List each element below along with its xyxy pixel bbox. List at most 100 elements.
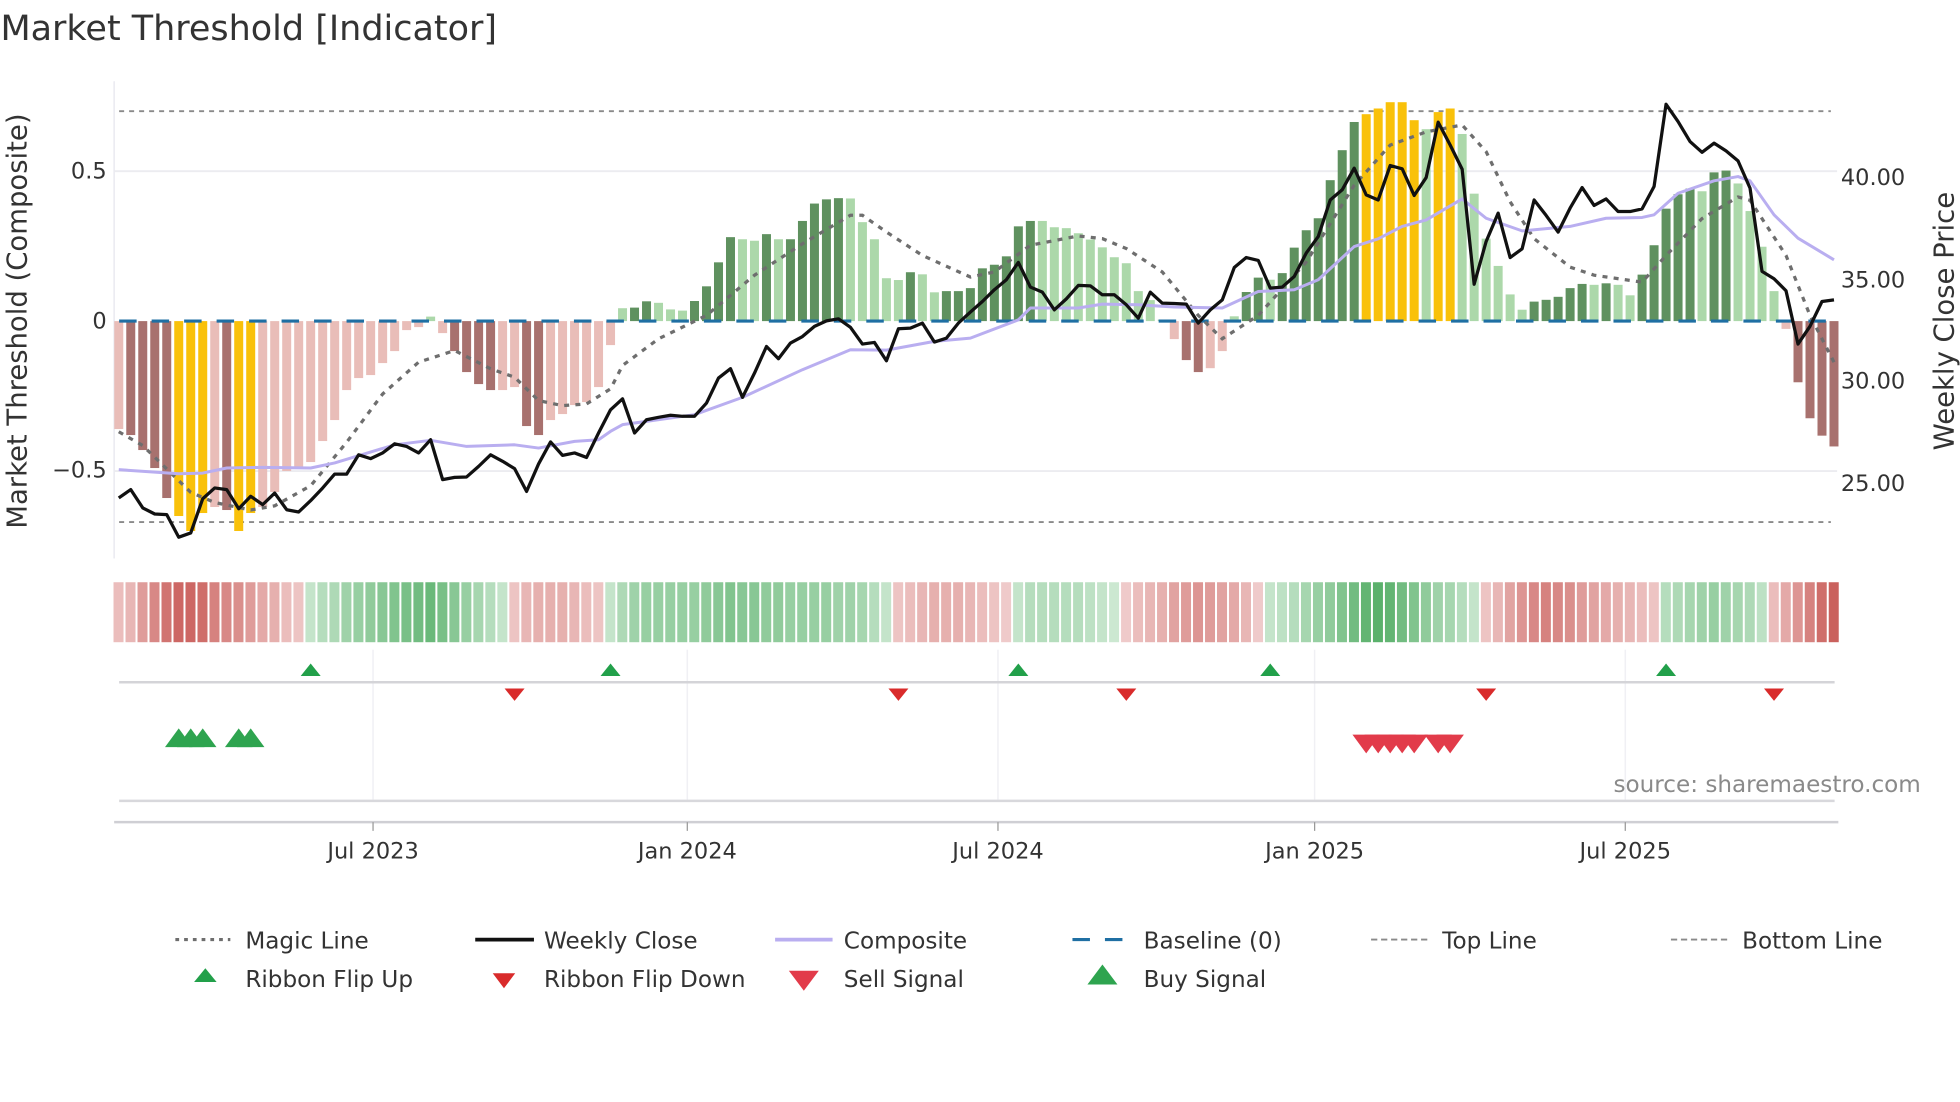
composite-bar — [1445, 108, 1455, 322]
ribbon-cell — [1600, 582, 1611, 643]
sell-signal-marker — [1400, 734, 1428, 754]
composite-bar — [1493, 265, 1503, 322]
legend-item-buy-signal[interactable]: Buy Signal — [1087, 964, 1266, 993]
composite-bar — [702, 286, 711, 322]
y2-tick-label: 30.00 — [1841, 369, 1905, 395]
composite-bar — [390, 321, 400, 352]
composite-bar — [1085, 239, 1095, 322]
composite-bar — [1553, 296, 1563, 322]
composite-bar — [1505, 294, 1515, 322]
legend-label: Ribbon Flip Down — [544, 967, 746, 993]
legend-label: Baseline (0) — [1144, 928, 1282, 954]
ribbon-cell — [1348, 582, 1359, 643]
ribbon-cell — [1420, 582, 1431, 643]
composite-bar — [1433, 112, 1443, 322]
ribbon-cell — [917, 582, 928, 643]
composite-bar — [1817, 321, 1827, 436]
composite-bar — [1589, 284, 1599, 322]
ribbon-cell — [1480, 582, 1491, 643]
legend-item-baseline[interactable]: Baseline (0) — [1072, 928, 1282, 954]
composite-bar — [282, 321, 292, 472]
ribbon-flip-up-marker — [1260, 663, 1281, 676]
ribbon-cell — [1312, 582, 1323, 643]
ribbon-cell — [173, 582, 184, 643]
composite-bar — [450, 321, 460, 352]
legend-item-bottom-line[interactable]: Bottom Line — [1670, 928, 1882, 954]
ribbon-cell — [845, 582, 856, 643]
ribbon-cell — [737, 582, 748, 643]
ribbon-cell — [221, 582, 232, 643]
ribbon-cell — [713, 582, 724, 643]
ribbon-cell — [953, 582, 964, 643]
composite-bar — [474, 321, 484, 385]
composite-bar — [749, 240, 759, 322]
composite-bar — [426, 316, 436, 322]
ribbon-cell — [821, 582, 832, 643]
legend-item-ribbon-flip-down[interactable]: Ribbon Flip Down — [492, 967, 746, 993]
legend-item-weekly-close[interactable]: Weekly Close — [475, 928, 698, 954]
ribbon-cell — [533, 582, 544, 643]
ribbon-cell — [365, 582, 376, 643]
composite-bar — [1541, 299, 1551, 322]
ribbon-cell — [665, 582, 676, 643]
ribbon-cell — [1372, 582, 1383, 643]
composite-bar — [234, 321, 244, 532]
legend-item-magic-line[interactable]: Magic Line — [175, 928, 369, 954]
ribbon-cell — [125, 582, 136, 643]
ribbon-cell — [1492, 582, 1503, 643]
ribbon-cell — [677, 582, 688, 643]
ribbon-flip-down-marker — [1764, 688, 1785, 701]
x-tick-label: Jan 2024 — [636, 838, 737, 864]
ribbon-cell — [617, 582, 628, 643]
ribbon-cell — [1169, 582, 1180, 643]
composite-bar — [1781, 321, 1791, 329]
legend-item-top-line[interactable]: Top Line — [1371, 928, 1537, 954]
ribbon-cell — [653, 582, 664, 643]
composite-bar — [294, 321, 304, 469]
ribbon-cell — [113, 582, 124, 643]
composite-bar — [1313, 218, 1323, 322]
composite-bar — [1673, 194, 1683, 322]
ribbon-cell — [1456, 582, 1467, 643]
ribbon-cell — [1672, 582, 1683, 643]
legend-item-sell-signal[interactable]: Sell Signal — [788, 967, 964, 993]
ribbon-flip-down-marker — [1476, 688, 1497, 701]
composite-bar — [1721, 170, 1731, 322]
legend-item-composite[interactable]: Composite — [775, 928, 967, 954]
triangle-up-icon — [194, 968, 217, 983]
ribbon-cell — [797, 582, 808, 643]
ribbon-cell — [1037, 582, 1048, 643]
composite-bar — [1349, 121, 1359, 322]
composite-bar — [126, 321, 136, 436]
ribbon-cell — [377, 582, 388, 643]
ribbon-cell — [1013, 582, 1024, 643]
ribbon-cell — [185, 582, 196, 643]
composite-bar — [1469, 193, 1479, 322]
composite-bar — [1205, 321, 1215, 369]
composite-bar — [354, 321, 364, 379]
ribbon-cell — [497, 582, 508, 643]
ribbon-cell — [1085, 582, 1096, 643]
ribbon-cell — [1121, 582, 1132, 643]
composite-bar — [258, 321, 268, 508]
ribbon-cell — [341, 582, 352, 643]
ribbon-cell — [1468, 582, 1479, 643]
legend-item-ribbon-flip-up[interactable]: Ribbon Flip Up — [194, 967, 413, 993]
composite-bar — [1109, 257, 1119, 322]
composite-bar — [666, 309, 676, 322]
ribbon-cell — [965, 582, 976, 643]
composite-bar — [1733, 183, 1743, 322]
composite-bar — [1805, 321, 1815, 419]
ribbon-cell — [1432, 582, 1443, 643]
ribbon-cell — [989, 582, 1000, 643]
ribbon-flip-up-marker — [300, 663, 321, 676]
right-axis-label: Weekly Close Price — [1928, 192, 1960, 450]
ribbon-cell — [1217, 582, 1228, 643]
ribbon-cell — [857, 582, 868, 643]
ribbon-cell — [449, 582, 460, 643]
ribbon-cell — [329, 582, 340, 643]
composite-bar — [438, 321, 448, 334]
ribbon-cell — [1708, 582, 1719, 643]
legend-label: Bottom Line — [1742, 928, 1882, 954]
composite-bar — [1181, 321, 1191, 361]
